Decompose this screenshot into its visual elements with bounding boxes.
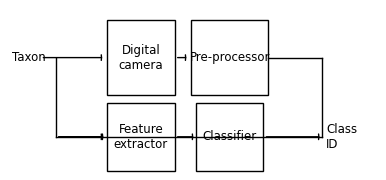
Text: Class
ID: Class ID [326,123,357,151]
Text: Taxon: Taxon [12,51,45,64]
Text: Feature
extractor: Feature extractor [114,123,168,151]
Bar [196,103,263,171]
Text: Digital
camera: Digital camera [119,44,163,72]
Bar [191,20,268,95]
Bar [107,20,174,95]
Text: Classifier: Classifier [203,130,257,143]
Bar [107,103,174,171]
Text: Pre-processor: Pre-processor [190,51,270,64]
